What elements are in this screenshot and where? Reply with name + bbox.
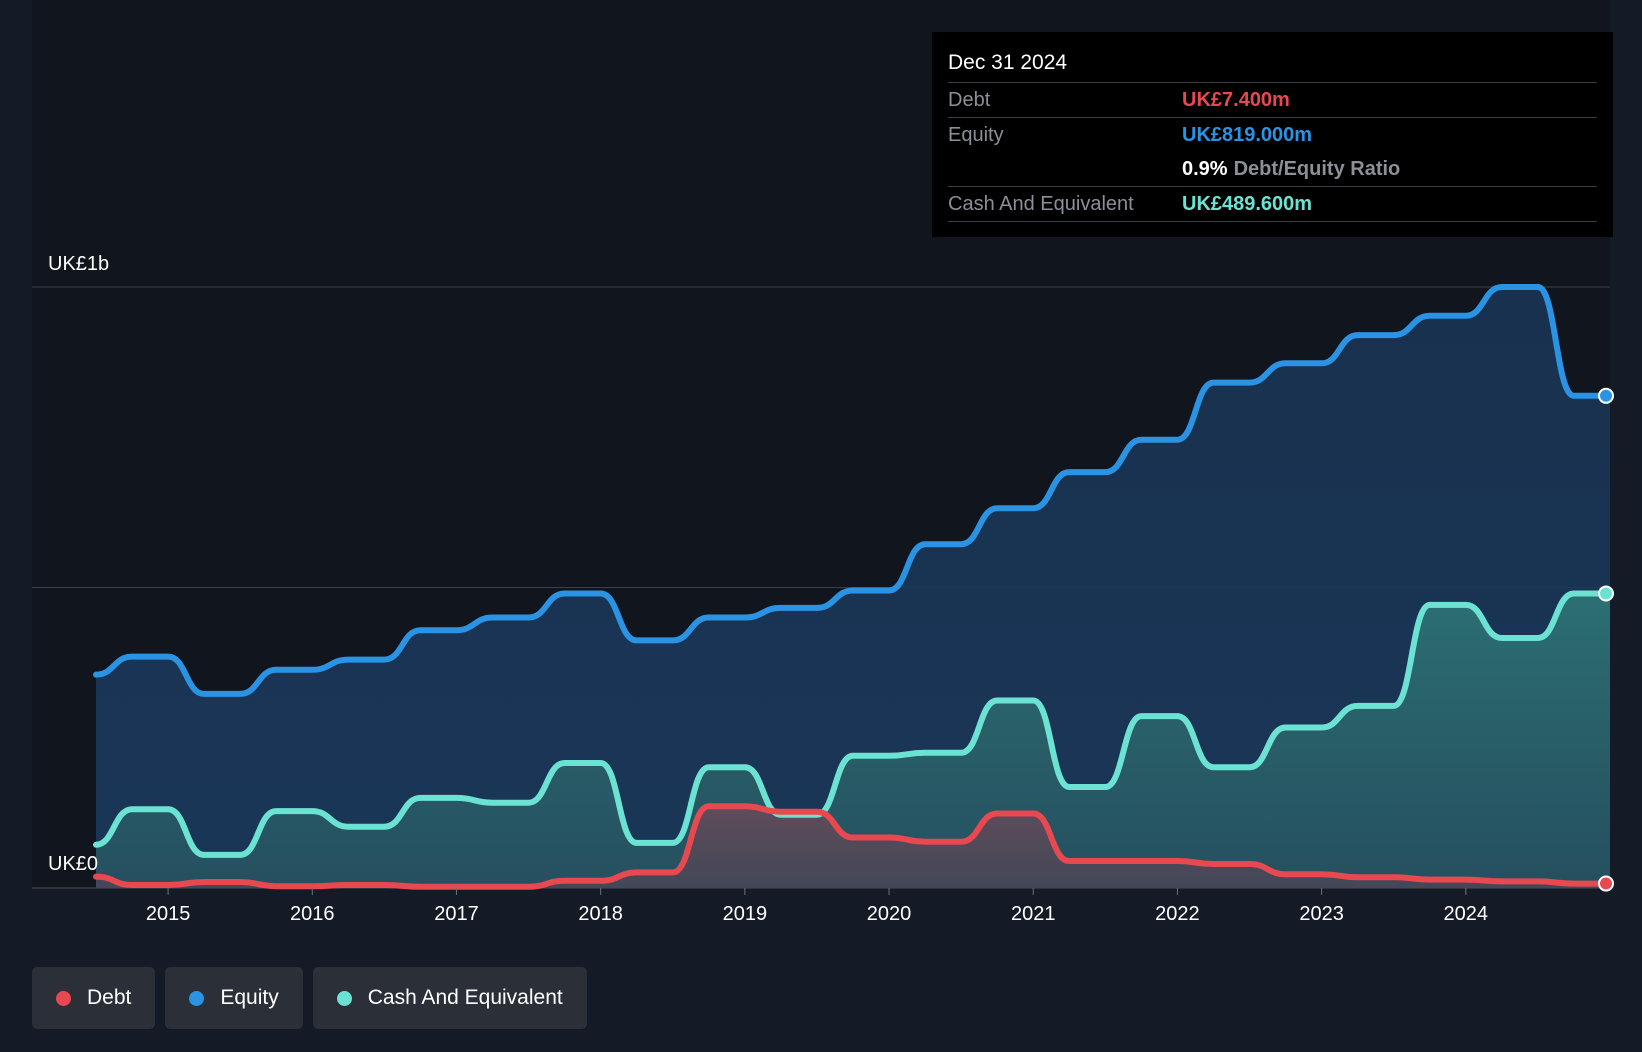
legend-item-equity[interactable]: Equity [165,967,303,1029]
x-tick-label: 2023 [1299,903,1344,925]
x-tick-label: 2022 [1155,903,1200,925]
equity-end-marker[interactable] [1598,387,1614,404]
cash-area [96,593,1610,888]
legend-cash-label: Cash And Equivalent [367,986,563,1009]
debt-end-marker[interactable] [1598,875,1614,892]
x-axis-ticks: 2015 2016 2017 2018 2019 2020 2021 2022 2023 2024 [146,888,1488,925]
equity-line [93,284,1613,697]
end-markers [1598,387,1614,892]
x-tick-label: 2016 [290,903,335,925]
legend-debt-label: Debt [87,986,132,1009]
tooltip-ratio-value: 0.9% [1182,157,1228,180]
legend-item-cash[interactable]: Cash And Equivalent [312,967,587,1029]
x-tick-label: 2018 [578,903,623,925]
x-tick-label: 2019 [723,903,768,925]
tooltip-equity-value: UK£819.000m [1182,123,1313,146]
tooltip-row-ratio: 0.9% Debt/Equity Ratio [948,152,1597,186]
tooltip-row-cash: Cash And Equivalent UK£489.600m [948,186,1597,222]
series-areas [96,287,1610,888]
x-tick-label: 2015 [146,903,191,925]
tooltip-panel: Dec 31 2024 Debt UK£7.400m Equity UK£819… [932,32,1613,237]
tooltip-row-debt: Debt UK£7.400m [948,82,1597,117]
cash-line [93,590,1613,858]
tooltip-debt-value: UK£7.400m [1182,88,1290,111]
tooltip-cash-value: UK£489.600m [1182,192,1313,215]
cash-dot-icon [336,990,352,1006]
debt-dot-icon [56,990,71,1006]
legend-item-debt[interactable]: Debt [32,967,156,1029]
tooltip-equity-label: Equity [948,123,1004,146]
series-lines [93,284,1613,890]
x-tick-label: 2020 [867,903,912,925]
y-axis-bottom-label: UK£0 [48,853,98,875]
tooltip-debt-label: Debt [948,88,991,111]
tooltip-cash-label: Cash And Equivalent [948,192,1134,215]
debt-line [93,803,1613,890]
debt-area [96,806,1610,888]
x-tick-label: 2021 [1011,903,1056,925]
legend-equity-label: Equity [220,986,279,1009]
equity-dot-icon [189,990,205,1006]
equity-area [96,287,1610,888]
legend: Debt Equity Cash And Equivalent [32,967,587,1029]
tooltip-row-equity: Equity UK£819.000m [948,117,1597,152]
tooltip-date: Dec 31 2024 [948,51,1068,74]
x-tick-label: 2017 [434,903,479,925]
cash-end-marker[interactable] [1598,585,1614,602]
y-axis-top-label: UK£1b [48,253,109,275]
x-tick-label: 2024 [1444,903,1489,925]
tooltip-ratio-label: Debt/Equity Ratio [1233,157,1401,180]
